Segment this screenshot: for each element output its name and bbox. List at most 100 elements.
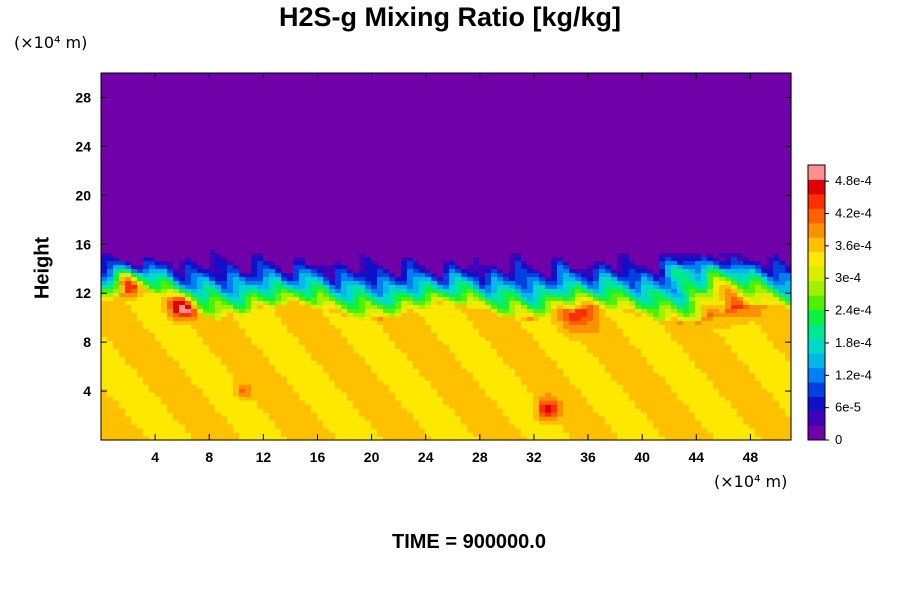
heatmap-cell	[209, 88, 216, 94]
heatmap-cell	[179, 80, 186, 86]
heatmap-cell	[335, 392, 342, 397]
heatmap-cell	[137, 236, 144, 242]
heatmap-cell	[275, 420, 282, 425]
heatmap-cell	[359, 216, 366, 222]
heatmap-cell	[215, 136, 222, 142]
heatmap-cell	[167, 160, 174, 166]
heatmap-cell	[203, 384, 210, 389]
heatmap-cell	[197, 428, 204, 433]
heatmap-cell	[353, 400, 360, 405]
heatmap-cell	[137, 96, 144, 102]
heatmap-cell	[329, 324, 336, 329]
heatmap-cell	[347, 232, 354, 238]
heatmap-cell	[161, 296, 168, 301]
heatmap-cell	[215, 148, 222, 154]
heatmap-cell	[239, 384, 246, 389]
heatmap-cell	[149, 340, 156, 345]
heatmap-cell	[335, 124, 342, 130]
heatmap-cell	[149, 232, 156, 238]
heatmap-cell	[353, 188, 360, 194]
heatmap-cell	[419, 240, 426, 246]
heatmap-cell	[377, 292, 384, 297]
heatmap-cell	[119, 128, 126, 134]
heatmap-cell	[395, 84, 402, 90]
heatmap-cell	[149, 124, 156, 130]
heatmap-cell	[149, 200, 156, 206]
heatmap-cell	[365, 180, 372, 186]
heatmap-cell	[371, 372, 378, 377]
heatmap-cell	[173, 388, 180, 393]
heatmap-cell	[167, 148, 174, 154]
heatmap-cell	[167, 380, 174, 385]
heatmap-cell	[113, 300, 120, 305]
heatmap-cell	[185, 116, 192, 122]
heatmap-cell	[425, 392, 432, 397]
heatmap-cell	[413, 248, 420, 254]
heatmap-cell	[341, 132, 348, 138]
heatmap-cell	[407, 200, 414, 206]
heatmap-cell	[371, 292, 378, 297]
heatmap-cell	[371, 216, 378, 222]
heatmap-cell	[227, 420, 234, 425]
heatmap-cell	[371, 108, 378, 114]
heatmap-cell	[245, 236, 252, 242]
heatmap-cell	[263, 216, 270, 222]
heatmap-cell	[221, 156, 228, 162]
heatmap-cell	[413, 108, 420, 114]
heatmap-cell	[287, 320, 294, 325]
heatmap-cell	[113, 256, 120, 262]
heatmap-cell	[299, 248, 306, 254]
heatmap-cell	[341, 276, 348, 282]
heatmap-cell	[131, 328, 138, 333]
heatmap-cell	[359, 192, 366, 198]
heatmap-cell	[179, 420, 186, 425]
heatmap-cell	[215, 244, 222, 250]
heatmap-cell	[161, 236, 168, 242]
heatmap-cell	[389, 376, 396, 381]
heatmap-cell	[395, 216, 402, 222]
heatmap-cell	[125, 396, 132, 401]
heatmap-cell	[353, 336, 360, 341]
heatmap-cell	[227, 156, 234, 162]
heatmap-cell	[347, 96, 354, 102]
heatmap-cell	[389, 400, 396, 405]
heatmap-cell	[371, 84, 378, 90]
heatmap-cell	[251, 160, 258, 166]
heatmap-cell	[149, 96, 156, 102]
heatmap-cell	[299, 120, 306, 126]
heatmap-cell	[287, 76, 294, 82]
heatmap-cell	[329, 236, 336, 242]
heatmap-cell	[215, 284, 222, 290]
heatmap-cell	[167, 184, 174, 190]
heatmap-cell	[401, 376, 408, 381]
heatmap-cell	[287, 304, 294, 309]
heatmap-cell	[275, 308, 282, 313]
heatmap-cell	[233, 272, 240, 278]
heatmap-cell	[263, 332, 270, 337]
heatmap-cell	[149, 336, 156, 341]
heatmap-cell	[317, 300, 324, 305]
heatmap-cell	[299, 176, 306, 182]
heatmap-cell	[269, 352, 276, 357]
heatmap-cell	[185, 276, 192, 282]
heatmap-cell	[203, 300, 210, 305]
heatmap-cell	[329, 244, 336, 250]
heatmap-cell	[395, 400, 402, 405]
heatmap-cell	[101, 268, 108, 274]
heatmap-cell	[293, 380, 300, 385]
heatmap-cell	[113, 96, 120, 102]
heatmap-cell	[305, 200, 312, 206]
heatmap-cell	[407, 92, 414, 98]
heatmap-cell	[131, 208, 138, 214]
heatmap-cell	[359, 324, 366, 329]
heatmap-cell	[311, 260, 318, 266]
heatmap-cell	[107, 128, 114, 134]
heatmap-cell	[281, 164, 288, 170]
heatmap-cell	[335, 96, 342, 102]
heatmap-cell	[239, 380, 246, 385]
heatmap-cell	[149, 73, 156, 78]
heatmap-cell	[197, 380, 204, 385]
heatmap-cell	[143, 192, 150, 198]
heatmap-cell	[161, 184, 168, 190]
heatmap-cell	[305, 344, 312, 349]
